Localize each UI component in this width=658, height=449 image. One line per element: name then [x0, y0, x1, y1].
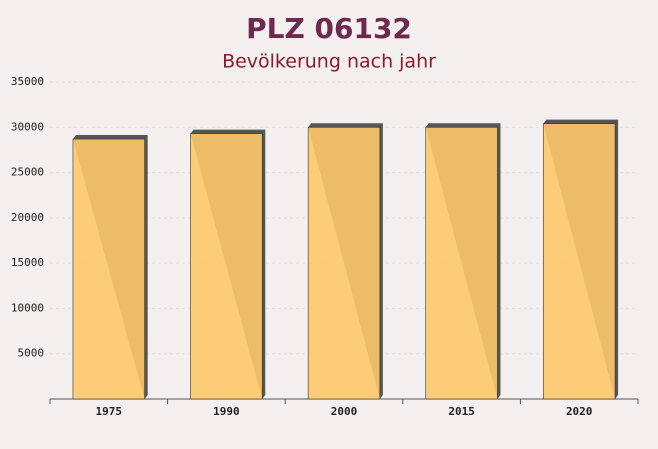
y-tick-label: 20000	[11, 211, 44, 224]
y-tick-label: 25000	[11, 166, 44, 179]
x-tick-label: 1990	[213, 405, 240, 418]
bar	[307, 126, 381, 400]
chart-subtitle: Bevölkerung nach jahr	[222, 51, 436, 73]
x-tick-label: 2015	[448, 405, 475, 418]
bar	[72, 138, 145, 400]
y-tick-label: 30000	[11, 120, 44, 133]
x-tick-label: 2000	[331, 405, 358, 418]
bar	[425, 126, 498, 400]
bar	[190, 133, 263, 400]
x-tick-label: 1975	[96, 405, 123, 418]
y-tick-label: 5000	[18, 347, 45, 360]
y-tick-label: 15000	[11, 256, 44, 269]
bar	[543, 123, 616, 400]
chart-title: PLZ 06132	[246, 12, 412, 45]
y-tick-label: 10000	[11, 301, 44, 314]
x-tick-label: 2020	[566, 405, 593, 418]
y-tick-label: 35000	[11, 75, 44, 88]
